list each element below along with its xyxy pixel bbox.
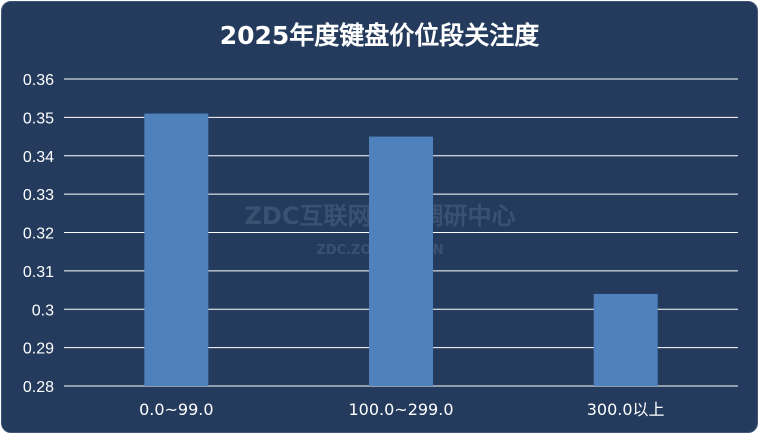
y-tick-label: 0.3 [32,302,54,319]
y-tick-label: 0.31 [23,264,54,281]
x-category-label: 100.0~299.0 [348,400,453,419]
y-tick-label: 0.33 [23,187,54,204]
y-tick-label: 0.34 [23,149,54,166]
bar [144,113,209,386]
x-category-label: 300.0以上 [587,400,665,419]
y-axis-tick-labels: 0.28 0.29 0.3 0.31 0.32 0.33 0.34 0.35 0.36 [23,72,54,396]
y-tick-label: 0.36 [23,72,54,89]
bar [369,136,433,386]
y-tick-label: 0.32 [23,226,54,243]
chart-title: 2025年度键盘价位段关注度 [219,21,540,50]
bars [144,113,658,386]
x-category-label: 0.0~99.0 [139,400,213,419]
y-tick-label: 0.29 [23,341,54,358]
bar [593,293,658,386]
x-axis-category-labels: 0.0~99.0 100.0~299.0 300.0以上 [139,400,664,419]
y-tick-label: 0.28 [23,379,54,396]
y-tick-label: 0.35 [23,110,54,127]
